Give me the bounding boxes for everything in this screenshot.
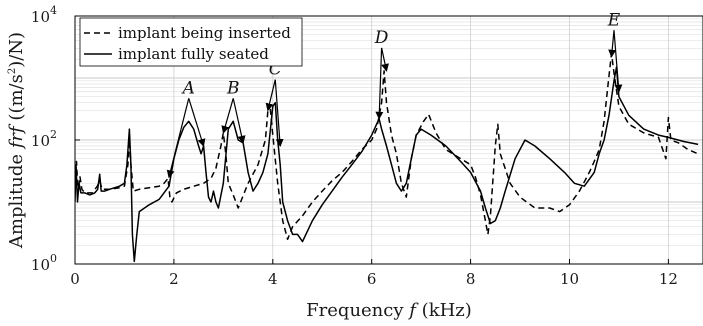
annotation-B: B [226,78,240,98]
y-axis-unit-b: )/N) [6,32,27,68]
y-tick-base: 10 [31,8,50,26]
series-line-inserted [75,52,699,241]
annotation-arrow [274,79,284,148]
y-tick-base: 10 [31,256,50,274]
x-tick-label: 2 [169,270,179,288]
y-tick-exp: 0 [50,252,57,265]
annotation-E: E [607,10,621,30]
y-tick-label: 104 [31,4,57,26]
annotation-arrow [232,98,246,144]
x-axis-unit: (kHz) [422,300,472,321]
legend: implant being inserted implant fully sea… [79,17,303,67]
x-tick-label: 12 [659,270,678,288]
annotation-D: D [374,28,389,48]
legend-label-seated: implant fully seated [118,45,269,63]
y-tick-base: 10 [31,132,50,150]
x-axis-var: f [407,300,419,321]
x-tick-label: 0 [70,270,80,288]
x-axis-word: Frequency [306,300,404,321]
legend-box [79,17,303,67]
y-tick-label: 100 [31,252,57,274]
annotation-arrow [375,47,384,120]
annotation-arrow [166,98,190,179]
annotation-arrow [608,30,617,58]
annotation-arrow [265,79,276,112]
annotation-arrow [188,98,206,147]
grid-lines [74,16,703,265]
y-axis-title: Amplitude frf ((m/s2)/N) [6,32,27,249]
y-tick-exp: 4 [50,4,57,17]
y-axis-word: Amplitude [6,154,27,249]
x-axis-title: Frequency f (kHz) [306,300,472,321]
annotation-A: A [181,78,195,98]
legend-label-inserted: implant being inserted [118,24,291,42]
y-tick-exp: 2 [50,128,57,141]
x-tick-label: 4 [268,270,278,288]
series-line-seated [75,66,699,263]
x-tick-label: 6 [367,270,377,288]
series-layer [75,52,699,263]
annotation-arrow [221,98,234,134]
y-tick-label: 102 [31,128,57,150]
x-tick-label: 10 [560,270,579,288]
annotation-arrow [380,47,389,72]
y-axis-var: frf [6,123,27,150]
y-axis-unit-a: ((m/s [6,74,27,120]
y-axis-unit-sup: 2 [7,68,18,74]
annotation-arrow [613,30,623,93]
x-tick-label: 8 [466,270,476,288]
